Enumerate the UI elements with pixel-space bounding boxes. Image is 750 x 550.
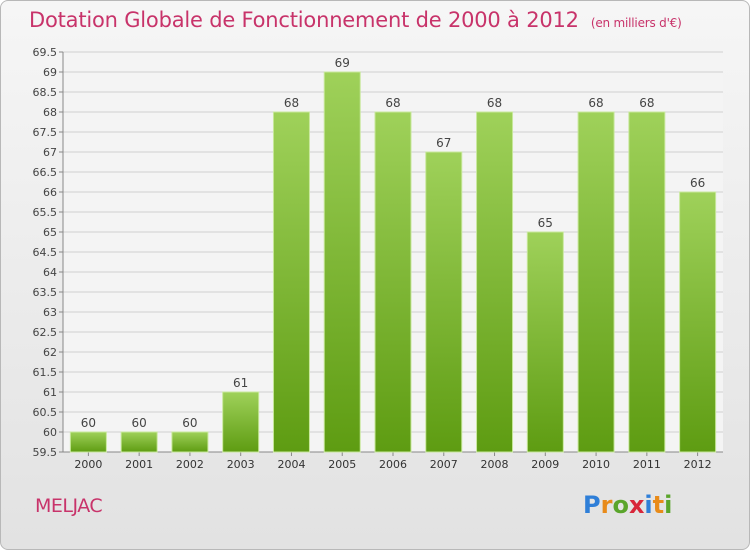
y-tick-label: 63.5 [33, 286, 58, 299]
bar-2007 [425, 151, 463, 453]
bars [69, 71, 717, 453]
y-tick-label: 69 [43, 66, 57, 79]
data-label-2006: 68 [385, 96, 400, 110]
data-labels: 60 60 60 61 68 69 68 67 68 65 68 68 66 [81, 56, 706, 430]
x-tick-label-2004: 2004 [277, 458, 305, 471]
bar-2012 [679, 191, 717, 453]
y-tick-label: 68 [43, 106, 57, 119]
logo-letter: t [652, 491, 665, 519]
bar-2003 [222, 391, 260, 453]
data-label-2007: 67 [436, 136, 451, 150]
logo-letter: o [612, 491, 629, 519]
y-tick-label: 67.5 [33, 126, 58, 139]
x-tick-label-2005: 2005 [328, 458, 356, 471]
logo-letter: P [583, 491, 601, 519]
y-tick-label: 61.5 [33, 366, 58, 379]
x-tick-label-2000: 2000 [74, 458, 102, 471]
x-tick-label-2002: 2002 [176, 458, 204, 471]
y-tick-label: 63 [43, 306, 57, 319]
logo-letter: x [628, 491, 645, 519]
logo-letter: i [644, 491, 653, 519]
data-label-2003: 61 [233, 376, 248, 390]
x-tick-label-2009: 2009 [531, 458, 559, 471]
bar-2000 [69, 431, 107, 453]
data-label-2011: 68 [639, 96, 654, 110]
data-label-2012: 66 [690, 176, 705, 190]
axes: 59.5 60 60.5 61 61.5 62 62.5 63 63.5 64 64.5 65 65.5… [33, 46, 723, 471]
bar-2008 [476, 111, 514, 453]
y-tick-label: 68.5 [33, 86, 58, 99]
data-label-2008: 68 [487, 96, 502, 110]
y-tick-label: 62.5 [33, 326, 58, 339]
chart-title: Dotation Globale de Fonctionnement de 20… [29, 8, 682, 32]
x-tick-label-2008: 2008 [481, 458, 509, 471]
bar-2010 [577, 111, 615, 453]
x-tick-label-2011: 2011 [633, 458, 661, 471]
y-tick-label: 61 [43, 386, 57, 399]
chart-title-text: Dotation Globale de Fonctionnement de 20… [29, 8, 579, 32]
data-label-2005: 69 [335, 56, 350, 70]
data-label-2004: 68 [284, 96, 299, 110]
x-tick-label-2003: 2003 [227, 458, 255, 471]
bar-2009 [526, 231, 564, 453]
x-tick-label-2001: 2001 [125, 458, 153, 471]
bar-2005 [323, 71, 361, 453]
x-tick-label-2012: 2012 [684, 458, 712, 471]
y-tick-label: 69.5 [33, 46, 58, 59]
y-tick-label: 64.5 [33, 246, 58, 259]
y-tick-label: 67 [43, 146, 57, 159]
y-tick-label: 60.5 [33, 406, 58, 419]
x-tick-label-2010: 2010 [582, 458, 610, 471]
logo-letter: i [664, 491, 673, 519]
commune-name: MELJAC [35, 495, 103, 517]
y-tick-label: 66 [43, 186, 57, 199]
chart-unit-subtitle: (en milliers d'€) [590, 16, 682, 30]
y-tick-label: 66.5 [33, 166, 58, 179]
bar-2001 [120, 431, 158, 453]
y-tick-label: 59.5 [33, 446, 58, 459]
y-tick-label: 65.5 [33, 206, 58, 219]
proxiti-logo[interactable]: Proxiti [583, 491, 672, 519]
y-tick-label: 62 [43, 346, 57, 359]
data-label-2009: 65 [538, 216, 553, 230]
bar-2011 [628, 111, 666, 453]
x-tick-label-2007: 2007 [430, 458, 458, 471]
x-tick-label-2006: 2006 [379, 458, 407, 471]
y-tick-label: 65 [43, 226, 57, 239]
bar-2006 [374, 111, 412, 453]
data-label-2001: 60 [132, 416, 147, 430]
data-label-2000: 60 [81, 416, 96, 430]
bar-2002 [171, 431, 209, 453]
logo-letter: r [600, 491, 613, 519]
data-label-2010: 68 [588, 96, 603, 110]
bar-2004 [272, 111, 310, 453]
data-label-2002: 60 [182, 416, 197, 430]
y-tick-label: 60 [43, 426, 57, 439]
y-tick-label: 64 [43, 266, 57, 279]
